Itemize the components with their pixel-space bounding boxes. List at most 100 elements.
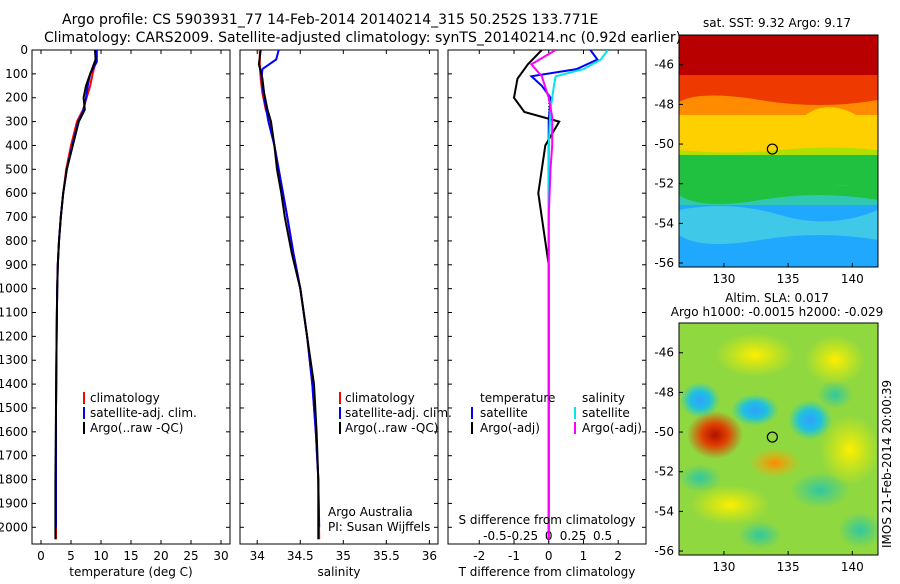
series-group bbox=[512, 50, 609, 540]
x-tick-label: 35.5 bbox=[373, 549, 400, 563]
x-tick-label: 34 bbox=[250, 549, 265, 563]
legend-label-s-satellite: satellite bbox=[582, 406, 630, 420]
y-tick-label: 100 bbox=[5, 67, 28, 81]
y-tick-label: 1500 bbox=[0, 401, 28, 415]
map-y-tick-label: -54 bbox=[654, 216, 674, 230]
x-tick-label: -2 bbox=[473, 549, 485, 563]
y-tick-label: 800 bbox=[5, 234, 28, 248]
sla-map-title: Altim. SLA: 0.017 bbox=[725, 291, 829, 305]
difference-legend-temperature: temperature satellite Argo(-adj) bbox=[471, 391, 555, 435]
y-tick-label: 1100 bbox=[0, 306, 28, 320]
x-tick-label: 30 bbox=[213, 549, 228, 563]
x-tick-label: 35 bbox=[336, 549, 351, 563]
x-tick-label: 36 bbox=[422, 549, 437, 563]
x-tick-label: 20 bbox=[153, 549, 168, 563]
legend-title-temperature: temperature bbox=[480, 391, 555, 405]
x-tick-label: 15 bbox=[123, 549, 138, 563]
sst-map-title: sat. SST: 9.32 Argo: 9.17 bbox=[703, 16, 851, 30]
legend-title-salinity: salinity bbox=[582, 391, 625, 405]
header-title-line2: Climatology: CARS2009. Satellite-adjuste… bbox=[44, 30, 681, 46]
map-x-tick-label: 130 bbox=[712, 272, 735, 286]
legend-label-t-argo: Argo(-adj) bbox=[480, 421, 540, 435]
map-y-tick-label: -52 bbox=[654, 177, 674, 191]
legend-label-climatology: climatology bbox=[345, 391, 415, 405]
y-tick-label: 400 bbox=[5, 138, 28, 152]
argo-location-marker bbox=[766, 143, 778, 155]
sla-map-axes: 130 135 140 -46 -48 -50 -52 -54 -56 bbox=[654, 346, 863, 574]
legend-label-t-satellite: satellite bbox=[480, 406, 528, 420]
s-tick-label: 0.25 bbox=[560, 529, 587, 543]
x-tick-label: 1 bbox=[580, 549, 588, 563]
map-x-tick-label: 135 bbox=[777, 272, 800, 286]
temperature-xlabel: temperature (deg C) bbox=[69, 565, 192, 579]
legend-label-argo: Argo(..raw -QC) bbox=[345, 421, 438, 435]
series-line-argo-raw-qc- bbox=[257, 50, 320, 540]
x-tick-label: -1 bbox=[508, 549, 520, 563]
argo-australia-label: Argo Australia bbox=[328, 505, 413, 519]
difference-xlabel: T difference from climatology bbox=[458, 565, 636, 579]
map-y-tick-label: -46 bbox=[654, 58, 674, 72]
y-tick-label: 700 bbox=[5, 210, 28, 224]
temperature-plot: 0 5 10 15 20 25 300100200300400500600700800900… bbox=[0, 43, 230, 563]
legend-label-s-argo: Argo(-adj) bbox=[582, 421, 642, 435]
legend-label-climatology: climatology bbox=[90, 391, 160, 405]
salinity-legend: climatology satellite-adj. clim. Argo(..… bbox=[339, 391, 452, 435]
map-x-tick-label: 140 bbox=[841, 560, 864, 574]
legend-label-satellite: satellite-adj. clim. bbox=[345, 406, 452, 420]
sst-map-frame bbox=[678, 34, 879, 268]
s-tick-label: 0.5 bbox=[593, 529, 612, 543]
series-group bbox=[54, 50, 98, 540]
y-tick-label: 200 bbox=[5, 91, 28, 105]
s-tick-label: -0.25 bbox=[507, 529, 538, 543]
sla-map-subtitle: Argo h1000: -0.0015 h2000: -0.029 bbox=[671, 305, 884, 319]
y-tick-label: 2000 bbox=[0, 520, 28, 534]
series-line-argo-raw-qc- bbox=[54, 50, 97, 540]
y-tick-label: 1300 bbox=[0, 353, 28, 367]
map-x-tick-label: 140 bbox=[841, 272, 864, 286]
imos-timestamp: IMOS 21-Feb-2014 20:00:39 bbox=[880, 380, 894, 548]
sst-map bbox=[679, 35, 878, 267]
x-tick-label: 34.5 bbox=[287, 549, 314, 563]
x-tick-label: 0 bbox=[545, 549, 553, 563]
y-tick-label: 600 bbox=[5, 186, 28, 200]
difference-top-xlabel: S difference from climatology bbox=[459, 513, 636, 527]
temperature-plot-frame bbox=[31, 49, 231, 545]
map-y-tick-label: -52 bbox=[654, 465, 674, 479]
map-x-tick-label: 130 bbox=[712, 560, 735, 574]
difference-legend-salinity: salinity satellite Argo(-adj) bbox=[574, 391, 642, 435]
y-tick-label: 1800 bbox=[0, 473, 28, 487]
map-y-tick-label: -48 bbox=[654, 385, 674, 399]
y-tick-label: 300 bbox=[5, 115, 28, 129]
pi-label: PI: Susan Wijffels bbox=[328, 520, 430, 534]
temperature-legend: climatology satellite-adj. clim. Argo(..… bbox=[83, 391, 197, 435]
y-tick-label: 1000 bbox=[0, 282, 28, 296]
series-line-argo-adj- bbox=[529, 50, 557, 540]
sla-map-frame bbox=[678, 322, 879, 556]
header-title-line1: Argo profile: CS 5903931_77 14-Feb-2014 … bbox=[62, 12, 598, 28]
map-y-tick-label: -54 bbox=[654, 504, 674, 518]
y-tick-label: 900 bbox=[5, 258, 28, 272]
map-y-tick-label: -56 bbox=[654, 256, 674, 270]
salinity-plot: 34 34.5 35 35.5 36 bbox=[240, 49, 438, 563]
map-x-tick-label: 135 bbox=[777, 560, 800, 574]
s-tick-label: -0.5 bbox=[483, 529, 506, 543]
y-tick-label: 1200 bbox=[0, 329, 28, 343]
map-y-tick-label: -56 bbox=[654, 544, 674, 558]
legend-label-argo: Argo(..raw -QC) bbox=[90, 421, 183, 435]
x-tick-label: 0 bbox=[37, 549, 45, 563]
y-tick-label: 1900 bbox=[0, 496, 28, 510]
series-line-argo-adj- bbox=[512, 50, 561, 540]
x-tick-label: 2 bbox=[614, 549, 622, 563]
sst-map-axes: 130 135 140 -46 -48 -50 -52 -54 -56 bbox=[654, 58, 863, 286]
sla-map bbox=[679, 323, 878, 555]
x-tick-label: 10 bbox=[93, 549, 108, 563]
y-tick-label: 1600 bbox=[0, 425, 28, 439]
y-tick-label: 0 bbox=[20, 43, 28, 57]
salinity-xlabel: salinity bbox=[317, 565, 360, 579]
legend-label-satellite: satellite-adj. clim. bbox=[90, 406, 197, 420]
y-tick-label: 500 bbox=[5, 162, 28, 176]
map-y-tick-label: -50 bbox=[654, 137, 674, 151]
